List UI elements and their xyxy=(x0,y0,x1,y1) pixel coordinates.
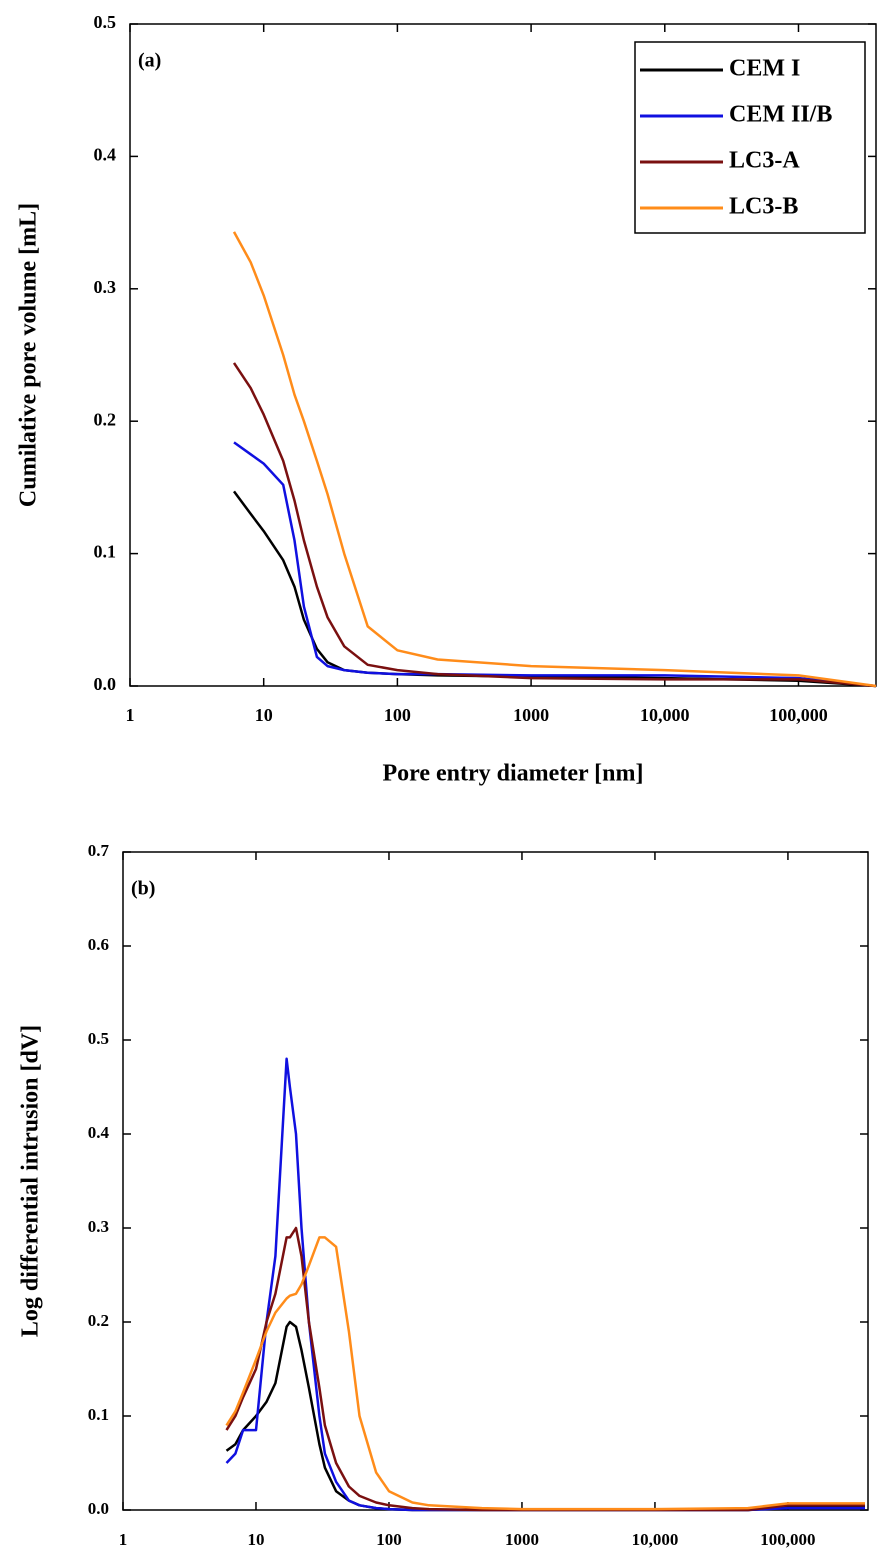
series-line xyxy=(232,231,877,688)
x-tick-label: 10,000 xyxy=(640,705,690,725)
series-line xyxy=(232,362,877,688)
x-tick-label: 10,000 xyxy=(632,1530,679,1549)
series-line xyxy=(232,490,877,688)
y-tick-label: 0.7 xyxy=(88,841,110,860)
x-tick-label: 1 xyxy=(126,705,135,725)
x-tick-label: 1 xyxy=(119,1530,128,1549)
y-tick-label: 0.4 xyxy=(88,1123,110,1142)
series-line xyxy=(225,1236,865,1511)
y-tick-label: 0.1 xyxy=(94,542,117,562)
series-line xyxy=(225,1226,865,1512)
y-axis-label: Log differential intrusion [dV] xyxy=(18,1025,44,1337)
legend-label: CEM II/B xyxy=(729,102,832,128)
panel-label: (a) xyxy=(138,50,161,72)
y-tick-label: 0.2 xyxy=(88,1311,109,1330)
y-tick-label: 0.5 xyxy=(88,1029,109,1048)
legend-label: LC3-B xyxy=(729,194,798,220)
series-line xyxy=(225,1057,865,1512)
x-tick-label: 10 xyxy=(255,705,273,725)
legend-box xyxy=(634,41,866,234)
legend-label: LC3-A xyxy=(729,148,800,174)
x-tick-label: 100 xyxy=(376,1530,402,1549)
x-tick-label: 100,000 xyxy=(760,1530,815,1549)
x-tick-label: 100,000 xyxy=(769,705,828,725)
y-tick-label: 0.0 xyxy=(88,1499,109,1518)
x-tick-label: 1000 xyxy=(505,1530,539,1549)
panel-label: (b) xyxy=(131,878,155,900)
series-line xyxy=(233,441,877,688)
x-tick-label: 1000 xyxy=(513,705,549,725)
y-tick-label: 0.1 xyxy=(88,1405,109,1424)
x-tick-label: 10 xyxy=(247,1530,264,1549)
y-tick-label: 0.4 xyxy=(94,145,117,165)
y-tick-label: 0.0 xyxy=(94,674,117,694)
legend-label: CEM I xyxy=(729,56,800,82)
y-axis-label: Cumilative pore volume [mL] xyxy=(16,203,42,507)
y-tick-label: 0.6 xyxy=(88,935,109,954)
y-tick-label: 0.3 xyxy=(94,277,117,297)
y-tick-label: 0.2 xyxy=(94,409,117,429)
plot-frame xyxy=(129,23,877,687)
y-tick-label: 0.5 xyxy=(94,12,117,32)
x-tick-label: 100 xyxy=(384,705,411,725)
y-tick-label: 0.3 xyxy=(88,1217,109,1236)
x-axis-label: Pore entry diameter [nm] xyxy=(382,761,643,787)
